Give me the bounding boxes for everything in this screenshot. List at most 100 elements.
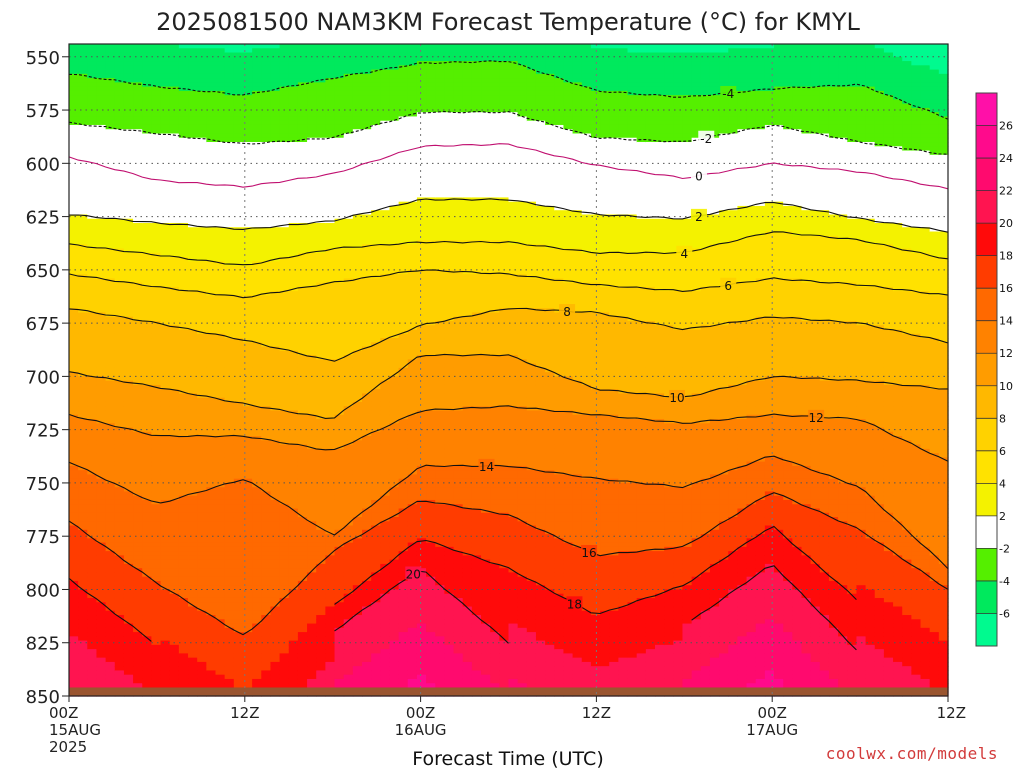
field-cell: [133, 534, 143, 539]
field-cell: [96, 269, 107, 275]
field-cell: [105, 61, 116, 66]
field-cell: [352, 90, 363, 96]
field-cell: [242, 367, 253, 373]
field-cell: [224, 367, 235, 373]
field-cell: [123, 580, 134, 586]
field-cell: [270, 69, 281, 75]
field-cell: [352, 474, 363, 480]
field-cell: [188, 678, 198, 684]
field-cell: [352, 538, 363, 544]
field-cell: [252, 248, 262, 254]
field-cell: [78, 474, 88, 480]
field-cell: [142, 589, 153, 595]
field-cell: [169, 580, 180, 586]
field-cell: [279, 278, 290, 284]
field-cell: [307, 154, 317, 160]
field-cell: [178, 176, 189, 181]
field-cell: [151, 495, 162, 501]
field-cell: [288, 610, 299, 616]
field-cell: [334, 666, 345, 672]
field-cell: [288, 346, 299, 352]
field-cell: [206, 474, 217, 480]
field-cell: [87, 90, 98, 96]
field-cell: [96, 329, 107, 335]
field-cell: [87, 610, 98, 616]
field-cell: [206, 65, 217, 71]
field-cell: [188, 282, 198, 288]
field-cell: [325, 559, 336, 565]
field-cell: [270, 551, 281, 556]
field-cell: [307, 623, 317, 629]
field-cell: [87, 397, 98, 403]
field-cell: [261, 580, 272, 586]
field-cell: [188, 205, 198, 211]
field-cell: [270, 632, 281, 637]
field-cell: [224, 661, 235, 667]
field-cell: [178, 150, 189, 156]
field-cell: [279, 69, 290, 75]
field-cell: [325, 210, 336, 216]
field-cell: [160, 231, 171, 237]
field-cell: [316, 674, 326, 680]
field-cell: [352, 440, 363, 446]
field-cell: [96, 274, 107, 279]
field-cell: [261, 99, 272, 105]
field-cell: [252, 401, 262, 407]
field-cell: [242, 269, 253, 275]
field-cell: [252, 615, 262, 620]
field-cell: [242, 346, 253, 352]
field-cell: [96, 48, 107, 54]
field-cell: [188, 517, 198, 522]
field-cell: [105, 504, 116, 510]
field-cell: [343, 316, 354, 322]
field-cell: [142, 482, 153, 488]
field-cell: [362, 414, 372, 420]
field-cell: [242, 150, 253, 156]
field-cell: [169, 517, 180, 522]
field-cell: [142, 295, 153, 301]
field-cell: [151, 171, 162, 177]
field-cell: [151, 146, 162, 152]
field-cell: [270, 465, 281, 471]
field-cell: [316, 78, 326, 83]
field-cell: [297, 576, 308, 582]
field-cell: [206, 572, 217, 578]
field-cell: [215, 546, 226, 552]
field-cell: [142, 508, 153, 514]
field-cell: [160, 282, 171, 288]
field-cell: [325, 632, 336, 637]
field-cell: [114, 576, 125, 582]
field-cell: [288, 73, 299, 79]
field-cell: [188, 376, 198, 382]
field-cell: [224, 572, 235, 578]
field-cell: [188, 120, 198, 126]
field-cell: [297, 589, 308, 595]
field-cell: [224, 312, 235, 318]
field-cell: [188, 159, 198, 164]
field-cell: [133, 150, 143, 156]
field-cell: [188, 465, 198, 471]
field-cell: [151, 355, 162, 360]
field-cell: [334, 171, 345, 177]
field-cell: [197, 146, 207, 152]
field-cell: [142, 142, 153, 147]
field-cell: [325, 95, 336, 100]
field-cell: [316, 632, 326, 637]
field-cell: [188, 184, 198, 190]
field-cell: [105, 419, 116, 424]
field-cell: [160, 142, 171, 147]
field-cell: [87, 61, 98, 66]
field-cell: [362, 406, 372, 412]
field-cell: [87, 653, 98, 659]
field-cell: [87, 308, 98, 314]
field-cell: [69, 269, 79, 275]
field-cell: [215, 376, 226, 382]
field-cell: [343, 295, 354, 301]
field-cell: [233, 606, 244, 612]
field-cell: [362, 90, 372, 96]
field-cell: [78, 555, 88, 561]
field-cell: [252, 474, 262, 480]
field-cell: [151, 205, 162, 211]
field-cell: [197, 384, 207, 390]
field-cell: [215, 257, 226, 262]
